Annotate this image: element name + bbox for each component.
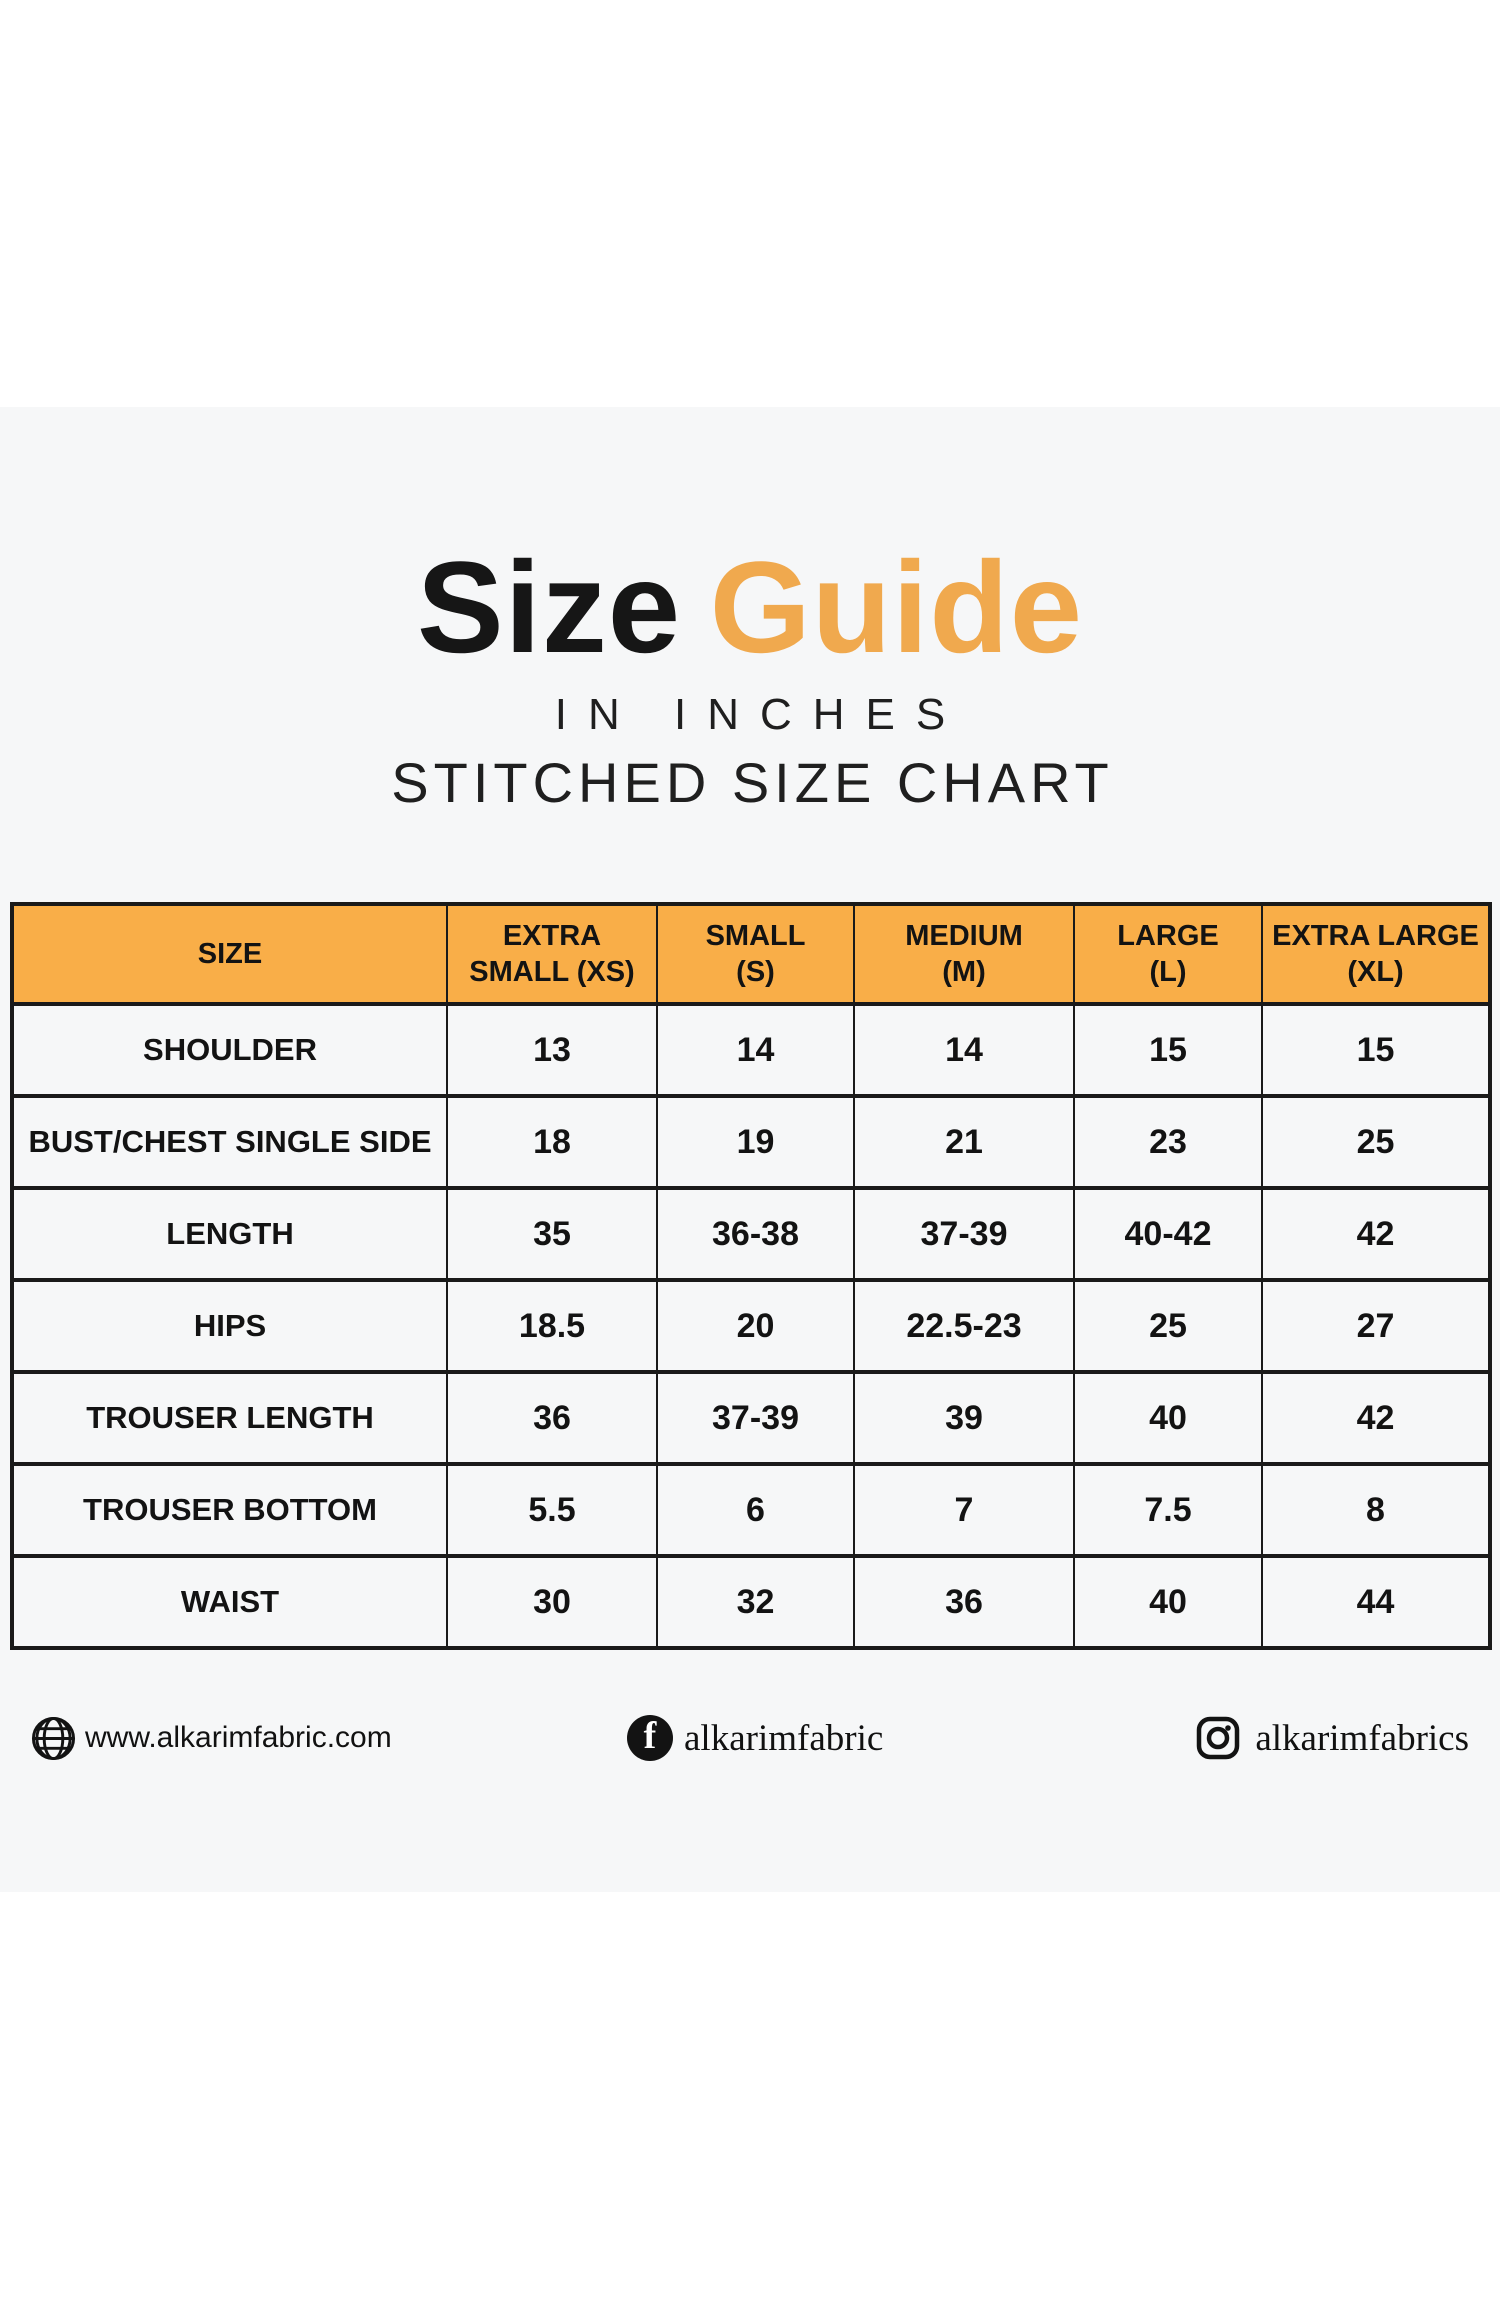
facebook-handle: alkarimfabric xyxy=(684,1717,884,1759)
cell-value: 5.5 xyxy=(446,1462,658,1558)
title-word-size: Size xyxy=(416,534,682,680)
row-label-length: LENGTH xyxy=(11,1186,448,1282)
cell-value: 44 xyxy=(1261,1554,1491,1650)
cell-value: 25 xyxy=(1073,1278,1263,1374)
cell-value: 20 xyxy=(656,1278,855,1374)
size-table: SIZE EXTRA SMALL (XS) SMALL (S) MEDIUM (M) … xyxy=(10,902,1492,1650)
instagram-link[interactable]: alkarimfabrics xyxy=(1194,1710,1469,1766)
cell-value: 27 xyxy=(1261,1278,1491,1374)
page-title: Size Guide xyxy=(0,542,1500,672)
cell-value: 30 xyxy=(446,1554,658,1650)
cell-value: 19 xyxy=(656,1094,855,1190)
cell-value: 40-42 xyxy=(1073,1186,1263,1282)
cell-value: 23 xyxy=(1073,1094,1263,1190)
cell-value: 6 xyxy=(656,1462,855,1558)
title-word-guide: Guide xyxy=(709,534,1084,680)
row-label-hips: HIPS xyxy=(11,1278,448,1374)
facebook-link[interactable]: f alkarimfabric xyxy=(627,1710,883,1766)
cell-value: 32 xyxy=(656,1554,855,1650)
table-row: TROUSER LENGTH 36 37-39 39 40 42 xyxy=(11,1370,1491,1466)
header-small: SMALL (S) xyxy=(656,902,855,1006)
cell-value: 7 xyxy=(853,1462,1075,1558)
row-label-waist: WAIST xyxy=(11,1554,448,1650)
website-text: www.alkarimfabric.com xyxy=(85,1721,392,1754)
cell-value: 25 xyxy=(1261,1094,1491,1190)
cell-value: 37-39 xyxy=(656,1370,855,1466)
table-row: HIPS 18.5 20 22.5-23 25 27 xyxy=(11,1278,1491,1374)
header-medium: MEDIUM (M) xyxy=(853,902,1075,1006)
cell-value: 7.5 xyxy=(1073,1462,1263,1558)
cell-value: 21 xyxy=(853,1094,1075,1190)
cell-value: 36-38 xyxy=(656,1186,855,1282)
facebook-icon: f xyxy=(627,1715,673,1761)
table-row: TROUSER BOTTOM 5.5 6 7 7.5 8 xyxy=(11,1462,1491,1558)
cell-value: 15 xyxy=(1073,1002,1263,1098)
table-row: LENGTH 35 36-38 37-39 40-42 42 xyxy=(11,1186,1491,1282)
cell-value: 42 xyxy=(1261,1370,1491,1466)
cell-value: 18 xyxy=(446,1094,658,1190)
globe-icon xyxy=(30,1715,77,1762)
row-label-bust-chest: BUST/CHEST SINGLE SIDE xyxy=(11,1094,448,1190)
cell-value: 18.5 xyxy=(446,1278,658,1374)
subtitle-in-inches: IN INCHES xyxy=(554,690,967,739)
cell-value: 35 xyxy=(446,1186,658,1282)
table-header-row: SIZE EXTRA SMALL (XS) SMALL (S) MEDIUM (M) … xyxy=(11,902,1491,1006)
cell-value: 36 xyxy=(446,1370,658,1466)
cell-value: 14 xyxy=(853,1002,1075,1098)
row-label-trouser-length: TROUSER LENGTH xyxy=(11,1370,448,1466)
subtitle-stitched-size-chart: STITCHED SIZE CHART xyxy=(391,751,1114,814)
cell-value: 8 xyxy=(1261,1462,1491,1558)
table-row: WAIST 30 32 36 40 44 xyxy=(11,1554,1491,1650)
cell-value: 37-39 xyxy=(853,1186,1075,1282)
cell-value: 36 xyxy=(853,1554,1075,1650)
website-link[interactable]: www.alkarimfabric.com xyxy=(30,1710,392,1766)
cell-value: 22.5-23 xyxy=(853,1278,1075,1374)
row-label-trouser-bottom: TROUSER BOTTOM xyxy=(11,1462,448,1558)
cell-value: 39 xyxy=(853,1370,1075,1466)
cell-value: 42 xyxy=(1261,1186,1491,1282)
table-row: SHOULDER 13 14 14 15 15 xyxy=(11,1002,1491,1098)
header-extra-small: EXTRA SMALL (XS) xyxy=(446,902,658,1006)
header-size: SIZE xyxy=(11,902,448,1006)
row-label-shoulder: SHOULDER xyxy=(11,1002,448,1098)
header-extra-large: EXTRA LARGE (XL) xyxy=(1261,902,1491,1006)
cell-value: 13 xyxy=(446,1002,658,1098)
cell-value: 15 xyxy=(1261,1002,1491,1098)
cell-value: 40 xyxy=(1073,1370,1263,1466)
instagram-icon xyxy=(1194,1714,1242,1762)
cell-value: 40 xyxy=(1073,1554,1263,1650)
header-large: LARGE (L) xyxy=(1073,902,1263,1006)
table-row: BUST/CHEST SINGLE SIDE 18 19 21 23 25 xyxy=(11,1094,1491,1190)
cell-value: 14 xyxy=(656,1002,855,1098)
instagram-handle: alkarimfabrics xyxy=(1255,1717,1469,1759)
